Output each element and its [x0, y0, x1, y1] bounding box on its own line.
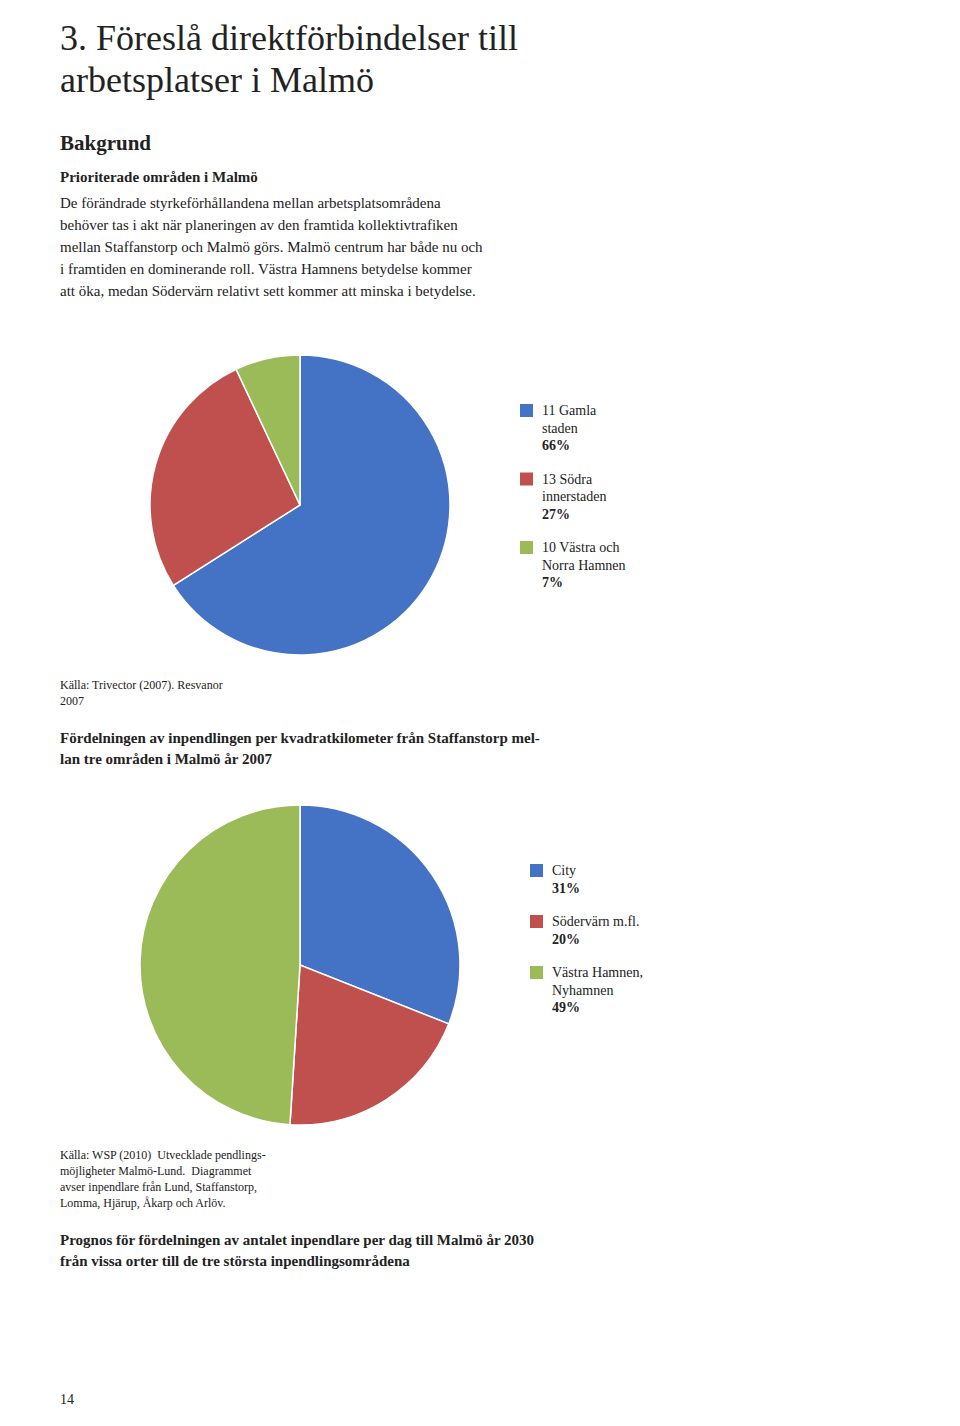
page-title: 3. Föreslå direktförbindelser till — [60, 18, 518, 58]
legend-label: Västra Hamnen,Nyhamnen — [552, 965, 643, 998]
body-text: behöver tas i akt när planeringen av den… — [60, 217, 458, 233]
legend-value: 7% — [542, 575, 563, 590]
legend-value: 20% — [552, 932, 580, 947]
chart-caption: från vissa orter till de tre största inp… — [60, 1253, 410, 1269]
legend: 11 Gamlastaden 66% 13 Södrainnerstaden 27% 1… — [520, 403, 626, 590]
legend-swatch — [520, 541, 533, 554]
legend-swatch — [520, 473, 533, 486]
chart-caption: Prognos för fördelningen av antalet inpe… — [60, 1232, 534, 1248]
legend-label: Södervärn m.fl. — [552, 914, 639, 929]
legend: City 31% Södervärn m.fl. 20% Västra Hamnen,N… — [530, 863, 643, 1015]
source-note: Källa: WSP (2010) Utvecklade pendlings- — [60, 1148, 266, 1162]
page-title: arbetsplatser i Malmö — [60, 60, 374, 100]
pie-slice — [236, 355, 300, 505]
chart-caption: Fördelningen av inpendlingen per kvadrat… — [60, 730, 540, 746]
slices — [140, 805, 460, 1125]
section-title: Bakgrund — [60, 131, 151, 155]
chart-caption: lan tre områden i Malmö år 2007 — [60, 751, 272, 767]
subsection-title: Prioriterade områden i Malmö — [60, 169, 258, 185]
legend-label: 13 Södrainnerstaden — [542, 472, 607, 505]
body-text: att öka, medan Södervärn relativt sett k… — [60, 283, 476, 299]
page: 3. Föreslå direktförbindelser tillarbets… — [0, 0, 960, 1426]
legend-label: 10 Västra ochNorra Hamnen — [542, 540, 626, 573]
legend-swatch — [530, 915, 543, 928]
legend-label: 11 Gamlastaden — [542, 403, 597, 436]
source-note: avser inpendlare från Lund, Staffanstorp… — [60, 1180, 257, 1194]
legend-label: City — [552, 863, 576, 878]
pie-chart: City 31% Södervärn m.fl. 20% Västra Hamnen,N… — [140, 805, 643, 1125]
legend-value: 27% — [542, 507, 570, 522]
source-note: Källa: Trivector (2007). Resvanor — [60, 678, 223, 692]
legend-value: 31% — [552, 881, 580, 896]
source-note: Lomma, Hjärup, Åkarp och Arlöv. — [60, 1196, 226, 1210]
legend-value: 49% — [552, 1000, 580, 1015]
body-text: i framtiden en dominerande roll. Västra … — [60, 261, 472, 277]
source-note: möjligheter Malmö-Lund. Diagrammet — [60, 1164, 252, 1178]
pie-slice — [140, 805, 300, 1125]
legend-swatch — [520, 404, 533, 417]
legend-swatch — [530, 864, 543, 877]
legend-value: 66% — [542, 438, 570, 453]
body-text: mellan Staffanstorp och Malmö görs. Malm… — [60, 239, 483, 255]
page-number: 14 — [60, 1392, 74, 1407]
source-note: 2007 — [60, 694, 84, 708]
legend-swatch — [530, 966, 543, 979]
pie-chart: 11 Gamlastaden 66% 13 Södrainnerstaden 27% 1… — [150, 355, 626, 655]
pie-slice — [290, 965, 449, 1125]
slices — [150, 355, 450, 655]
body-text: De förändrade styrkeförhållandena mellan… — [60, 195, 441, 211]
